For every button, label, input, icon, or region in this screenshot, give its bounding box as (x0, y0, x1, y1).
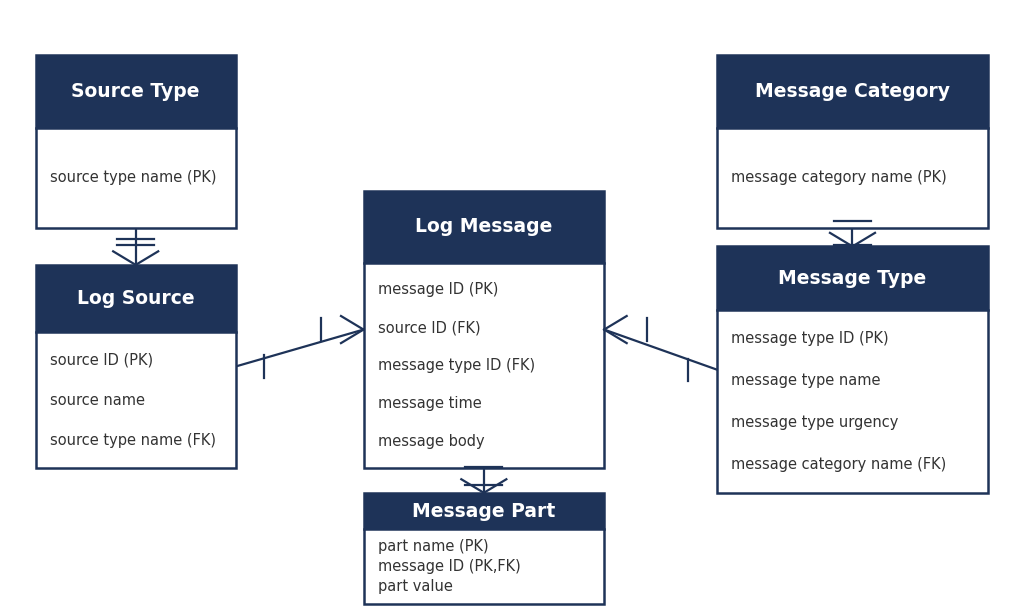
Text: Message Category: Message Category (755, 82, 950, 101)
Text: message time: message time (378, 396, 481, 411)
Text: message type urgency: message type urgency (731, 415, 898, 430)
Text: Source Type: Source Type (72, 82, 200, 101)
FancyBboxPatch shape (717, 55, 988, 128)
Text: message type ID (FK): message type ID (FK) (378, 358, 535, 373)
Text: message ID (PK): message ID (PK) (378, 282, 499, 297)
Text: source type name (PK): source type name (PK) (50, 171, 217, 185)
Text: Log Source: Log Source (77, 289, 195, 308)
Text: message type ID (PK): message type ID (PK) (731, 331, 889, 346)
FancyBboxPatch shape (36, 55, 236, 128)
FancyBboxPatch shape (717, 55, 988, 228)
Text: source ID (FK): source ID (FK) (378, 320, 480, 335)
FancyBboxPatch shape (364, 191, 604, 263)
FancyBboxPatch shape (364, 493, 604, 529)
Text: Log Message: Log Message (415, 217, 553, 237)
FancyBboxPatch shape (36, 265, 236, 332)
Text: message ID (PK,FK): message ID (PK,FK) (378, 559, 520, 574)
Text: message type name: message type name (731, 373, 881, 388)
Text: source name: source name (50, 392, 145, 408)
FancyBboxPatch shape (364, 191, 604, 468)
FancyBboxPatch shape (36, 55, 236, 228)
FancyBboxPatch shape (717, 246, 988, 493)
Text: message category name (PK): message category name (PK) (731, 171, 947, 185)
FancyBboxPatch shape (364, 493, 604, 604)
Text: Message Type: Message Type (778, 269, 927, 288)
FancyBboxPatch shape (717, 246, 988, 310)
Text: message body: message body (378, 434, 484, 449)
Text: source ID (PK): source ID (PK) (50, 352, 154, 367)
Text: part name (PK): part name (PK) (378, 539, 488, 554)
Text: Message Part: Message Part (413, 501, 555, 521)
Text: message category name (FK): message category name (FK) (731, 457, 946, 472)
Text: part value: part value (378, 579, 453, 594)
FancyBboxPatch shape (36, 265, 236, 468)
Text: source type name (FK): source type name (FK) (50, 433, 216, 448)
